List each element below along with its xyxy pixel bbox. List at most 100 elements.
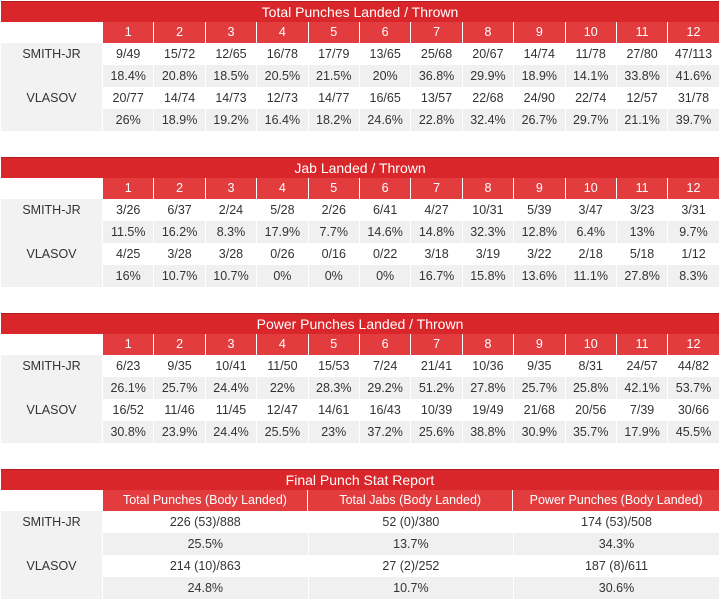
final-pct-cell: 25.5% <box>102 533 308 555</box>
percentage-cell: 13% <box>615 221 668 243</box>
table-row: 11.5% 16.2% 8.3% 17.9% 7.7% 14.6% 14.8% 32.3% 12… <box>1 221 719 243</box>
landed-thrown-cell: 16/65 <box>358 87 411 109</box>
landed-thrown-cell: 16/78 <box>256 43 308 65</box>
final-pct-cell: 30.6% <box>513 577 719 599</box>
percentage-cell: 32.3% <box>461 221 514 243</box>
percentage-cell: 21.5% <box>307 65 359 87</box>
fighter-name-blank <box>1 577 102 599</box>
round-header: 5 <box>307 178 359 199</box>
percentage-cell: 21.1% <box>615 109 668 131</box>
final-column-header: Total Punches (Body Landed) <box>101 490 307 511</box>
round-header: 11 <box>615 178 667 199</box>
final-value-cell: 214 (10)/863 <box>102 555 308 577</box>
landed-thrown-cell: 11/50 <box>256 355 308 377</box>
percentage-cell: 23% <box>307 421 359 443</box>
landed-thrown-cell: 14/77 <box>307 87 359 109</box>
round-header: 9 <box>513 334 564 355</box>
round-header-row: 1 2 3 4 5 6 7 8 9 10 11 12 <box>1 334 719 355</box>
fighter-name: SMITH-JR <box>1 199 102 221</box>
landed-thrown-cell: 31/78 <box>667 87 719 109</box>
table-row: SMITH-JR 3/26 6/37 2/24 5/28 2/26 6/41 4/27 10/3… <box>1 199 719 221</box>
landed-thrown-cell: 14/61 <box>307 399 359 421</box>
fighter-name: VLASOV <box>1 243 102 265</box>
percentage-cell: 9.7% <box>667 221 719 243</box>
percentage-cell: 15.8% <box>461 265 514 287</box>
landed-thrown-cell: 22/74 <box>564 87 616 109</box>
landed-thrown-cell: 11/46 <box>153 399 205 421</box>
percentage-cell: 22.8% <box>410 109 462 131</box>
percentage-cell: 27.8% <box>461 377 514 399</box>
round-header: 12 <box>667 178 718 199</box>
table-title: Total Punches Landed / Thrown <box>1 1 719 22</box>
final-value-cell: 27 (2)/252 <box>307 555 514 577</box>
fighter-name-blank <box>1 265 102 287</box>
round-header: 5 <box>307 22 359 43</box>
table-row: SMITH-JR 6/23 9/35 10/41 11/50 15/53 7/24 21/41… <box>1 355 719 377</box>
landed-thrown-cell: 3/47 <box>564 199 616 221</box>
percentage-cell: 29.7% <box>564 109 616 131</box>
round-header: 11 <box>615 334 667 355</box>
landed-thrown-cell: 7/24 <box>358 355 411 377</box>
percentage-cell: 0% <box>358 265 411 287</box>
percentage-cell: 51.2% <box>410 377 462 399</box>
landed-thrown-cell: 3/28 <box>153 243 205 265</box>
landed-thrown-cell: 15/72 <box>153 43 205 65</box>
landed-thrown-cell: 20/56 <box>564 399 616 421</box>
landed-thrown-cell: 10/31 <box>461 199 514 221</box>
round-header: 2 <box>153 178 204 199</box>
percentage-cell: 18.9% <box>153 109 205 131</box>
landed-thrown-cell: 6/41 <box>358 199 411 221</box>
landed-thrown-cell: 8/31 <box>564 355 616 377</box>
header-blank <box>1 490 102 511</box>
final-value-cell: 187 (8)/611 <box>513 555 719 577</box>
table-row: 16% 10.7% 10.7% 0% 0% 0% 16.7% 15.8% 13.6% 11.1% 2… <box>1 265 719 287</box>
percentage-cell: 17.9% <box>615 421 668 443</box>
round-header: 3 <box>204 178 256 199</box>
fighter-name-blank <box>1 65 102 87</box>
round-header: 4 <box>256 22 307 43</box>
header-blank <box>1 178 102 199</box>
final-row: 24.8% 10.7% 30.6% <box>1 577 719 599</box>
percentage-cell: 8.3% <box>204 221 257 243</box>
header-blank <box>1 22 102 43</box>
landed-thrown-cell: 2/26 <box>307 199 359 221</box>
percentage-cell: 18.5% <box>204 65 257 87</box>
percentage-cell: 26.7% <box>513 109 565 131</box>
landed-thrown-cell: 25/68 <box>410 43 462 65</box>
landed-thrown-cell: 47/113 <box>667 43 719 65</box>
final-row: VLASOV 214 (10)/863 27 (2)/252 187 (8)/611 <box>1 555 719 577</box>
fighter-name: VLASOV <box>1 555 102 577</box>
round-header: 7 <box>410 22 461 43</box>
round-header: 7 <box>410 334 461 355</box>
landed-thrown-cell: 3/22 <box>513 243 565 265</box>
percentage-cell: 25.6% <box>410 421 462 443</box>
round-header: 3 <box>204 22 256 43</box>
percentage-cell: 45.5% <box>667 421 719 443</box>
landed-thrown-cell: 3/23 <box>615 199 668 221</box>
round-header: 8 <box>461 22 513 43</box>
final-row: SMITH-JR 226 (53)/888 52 (0)/380 174 (53)/5… <box>1 511 719 533</box>
final-header-row: Total Punches (Body Landed) Total Jabs (B… <box>1 490 719 511</box>
landed-thrown-cell: 9/35 <box>153 355 205 377</box>
percentage-cell: 20.8% <box>153 65 205 87</box>
landed-thrown-cell: 9/49 <box>102 43 154 65</box>
header-blank <box>1 334 102 355</box>
landed-thrown-cell: 14/73 <box>204 87 257 109</box>
round-header: 10 <box>564 22 616 43</box>
landed-thrown-cell: 3/26 <box>102 199 154 221</box>
fighter-name: SMITH-JR <box>1 355 102 377</box>
landed-thrown-cell: 3/19 <box>461 243 514 265</box>
percentage-cell: 8.3% <box>667 265 719 287</box>
landed-thrown-cell: 10/39 <box>410 399 462 421</box>
landed-thrown-cell: 22/68 <box>461 87 514 109</box>
final-report-table: Final Punch Stat Report Total Punches (Bo… <box>1 469 719 599</box>
round-header: 2 <box>153 334 204 355</box>
round-header: 11 <box>615 22 667 43</box>
percentage-cell: 25.5% <box>256 421 308 443</box>
landed-thrown-cell: 15/53 <box>307 355 359 377</box>
landed-thrown-cell: 12/47 <box>256 399 308 421</box>
percentage-cell: 41.6% <box>667 65 719 87</box>
final-title: Final Punch Stat Report <box>1 469 719 490</box>
table-row: VLASOV 16/52 11/46 11/45 12/47 14/61 16/43 10/3… <box>1 399 719 421</box>
final-value-cell: 226 (53)/888 <box>102 511 308 533</box>
